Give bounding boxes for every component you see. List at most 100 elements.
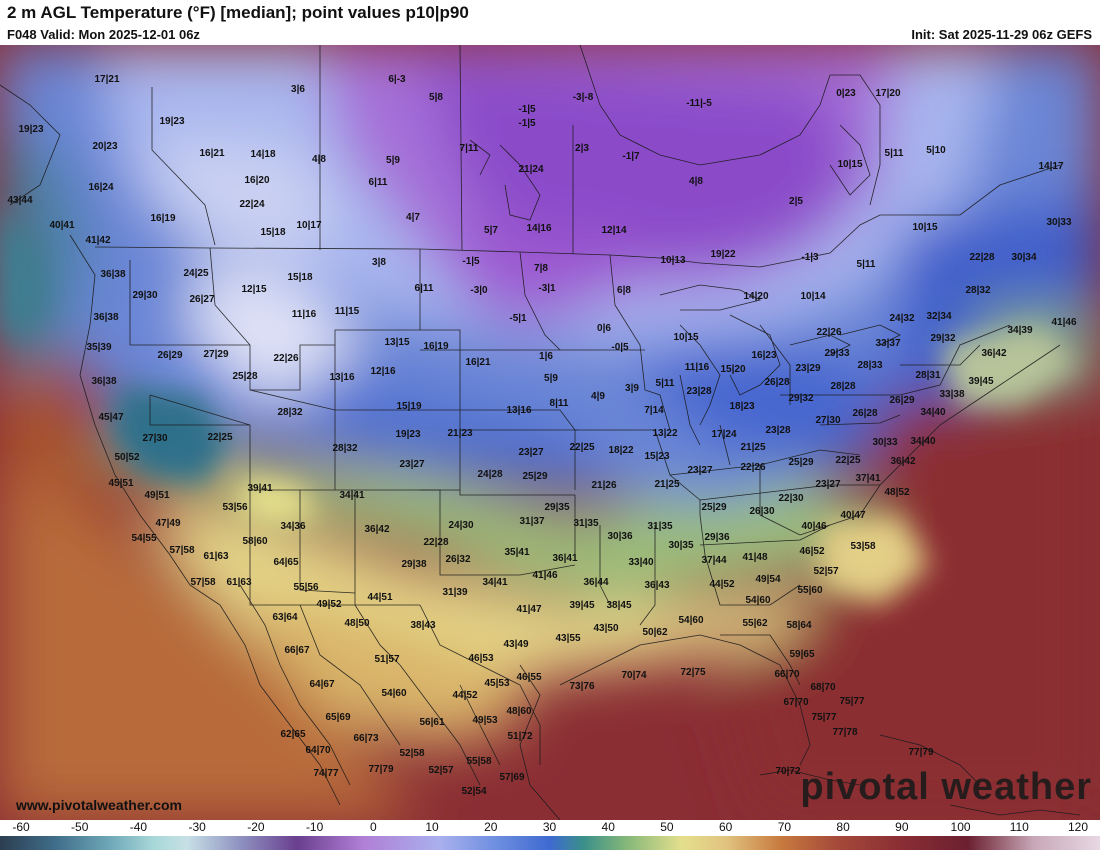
point-value: 31|35 bbox=[573, 518, 598, 529]
point-value: 35|39 bbox=[86, 342, 111, 353]
point-value: 15|23 bbox=[644, 451, 669, 462]
point-value: 70|72 bbox=[775, 766, 800, 777]
point-value: 23|27 bbox=[815, 479, 840, 490]
point-value: 22|28 bbox=[969, 252, 994, 263]
temperature-shading bbox=[0, 45, 1100, 820]
point-value: 24|30 bbox=[448, 520, 473, 531]
point-value: 18|23 bbox=[729, 401, 754, 412]
point-value: 36|38 bbox=[91, 376, 116, 387]
point-value: 21|23 bbox=[447, 428, 472, 439]
point-value: 77|79 bbox=[908, 747, 933, 758]
colorbar-tick-label: -40 bbox=[129, 820, 148, 834]
point-value: 16|19 bbox=[423, 341, 448, 352]
point-value: 45|51 bbox=[108, 478, 133, 489]
point-value: 40|47 bbox=[840, 510, 865, 521]
point-value: 1|6 bbox=[539, 351, 553, 362]
point-value: 75|77 bbox=[839, 696, 864, 707]
point-value: 16|21 bbox=[465, 357, 490, 368]
point-value: 10|14 bbox=[800, 291, 825, 302]
map-title: 2 m AGL Temperature (°F) [median]; point… bbox=[7, 3, 469, 22]
point-value: 38|43 bbox=[410, 620, 435, 631]
point-value: 43|44 bbox=[7, 195, 32, 206]
brand-watermark: pivotal weather bbox=[800, 766, 1092, 808]
point-value: 55|56 bbox=[293, 582, 318, 593]
colorbar-tick-label: 70 bbox=[777, 820, 792, 834]
point-value: -1|5 bbox=[518, 118, 536, 129]
point-value: 13|15 bbox=[384, 337, 409, 348]
point-value: 47|49 bbox=[155, 518, 180, 529]
point-value: 26|28 bbox=[764, 377, 789, 388]
point-value: 19|22 bbox=[710, 249, 735, 260]
point-value: 33|40 bbox=[628, 557, 653, 568]
point-value: 68|70 bbox=[810, 682, 835, 693]
point-value: 36|42 bbox=[890, 456, 915, 467]
point-value: -0|5 bbox=[611, 342, 629, 353]
point-value: 19|23 bbox=[395, 429, 420, 440]
point-value: 12|16 bbox=[370, 366, 395, 377]
point-value: 33|37 bbox=[875, 338, 900, 349]
point-value: 45|47 bbox=[98, 412, 123, 423]
point-value: 48|60 bbox=[506, 706, 531, 717]
point-value: 21|24 bbox=[518, 164, 543, 175]
point-value: 23|27 bbox=[687, 465, 712, 476]
point-value: 27|30 bbox=[815, 415, 840, 426]
point-value: 14|20 bbox=[743, 291, 768, 302]
point-value: 53|56 bbox=[222, 502, 247, 513]
temperature-map[interactable]: 17|21 19|23 20|23 16|24 43|44 40|41 41|42 3|6 19… bbox=[0, 45, 1100, 820]
point-value: 7|11 bbox=[460, 143, 479, 154]
point-value: 49|53 bbox=[472, 715, 497, 726]
point-value: 29|32 bbox=[788, 393, 813, 404]
point-value: 28|31 bbox=[915, 370, 940, 381]
point-value: 14|18 bbox=[250, 149, 275, 160]
point-value: 30|35 bbox=[668, 540, 693, 551]
point-value: 24|32 bbox=[889, 313, 914, 324]
point-value: 48|50 bbox=[344, 618, 369, 629]
point-value: 28|33 bbox=[857, 360, 882, 371]
point-value: 34|40 bbox=[920, 407, 945, 418]
point-value: 44|52 bbox=[452, 690, 477, 701]
point-value: 52|54 bbox=[461, 786, 486, 797]
point-value: 19|23 bbox=[159, 116, 184, 127]
point-value: 36|42 bbox=[981, 348, 1006, 359]
point-value: 43|49 bbox=[503, 639, 528, 650]
point-value: 34|41 bbox=[482, 577, 507, 588]
point-value: 22|26 bbox=[740, 462, 765, 473]
colorbar-gradient bbox=[0, 836, 1100, 850]
point-value: 22|24 bbox=[239, 199, 264, 210]
point-value: 10|13 bbox=[660, 255, 685, 266]
point-value: 30|33 bbox=[872, 437, 897, 448]
point-value: 15|18 bbox=[260, 227, 285, 238]
point-value: 10|15 bbox=[673, 332, 698, 343]
point-value: 26|32 bbox=[445, 554, 470, 565]
point-value: 34|40 bbox=[910, 436, 935, 447]
point-value: 6|8 bbox=[617, 285, 631, 296]
point-value: 39|41 bbox=[247, 483, 272, 494]
point-value: 52|57 bbox=[813, 566, 838, 577]
point-value: 66|73 bbox=[353, 733, 378, 744]
point-value: 23|28 bbox=[765, 425, 790, 436]
point-value: 13|16 bbox=[506, 405, 531, 416]
point-value: 25|28 bbox=[232, 371, 257, 382]
point-value: 0|23 bbox=[836, 88, 856, 99]
point-value: 3|8 bbox=[372, 257, 386, 268]
point-value: 27|30 bbox=[142, 433, 167, 444]
colorbar-tick-label: 60 bbox=[718, 820, 733, 834]
point-value: 4|8 bbox=[689, 176, 703, 187]
colorbar-tick-label: 40 bbox=[601, 820, 615, 834]
point-value: 23|29 bbox=[795, 363, 820, 374]
point-value: 46|52 bbox=[799, 546, 824, 557]
point-value: 29|38 bbox=[401, 559, 426, 570]
point-value: 57|69 bbox=[499, 772, 524, 783]
point-value: 5|9 bbox=[544, 373, 558, 384]
point-value: 43|50 bbox=[593, 623, 618, 634]
point-value: 54|60 bbox=[678, 615, 703, 626]
point-value: 26|29 bbox=[157, 350, 182, 361]
point-value: 52|57 bbox=[428, 765, 453, 776]
point-value: 29|36 bbox=[704, 532, 729, 543]
point-value: 45|53 bbox=[484, 678, 509, 689]
point-value: 50|52 bbox=[114, 452, 139, 463]
point-value: 50|62 bbox=[642, 627, 667, 638]
point-value: 16|24 bbox=[88, 182, 113, 193]
point-value: 4|9 bbox=[591, 391, 605, 402]
point-value: 26|30 bbox=[749, 506, 774, 517]
